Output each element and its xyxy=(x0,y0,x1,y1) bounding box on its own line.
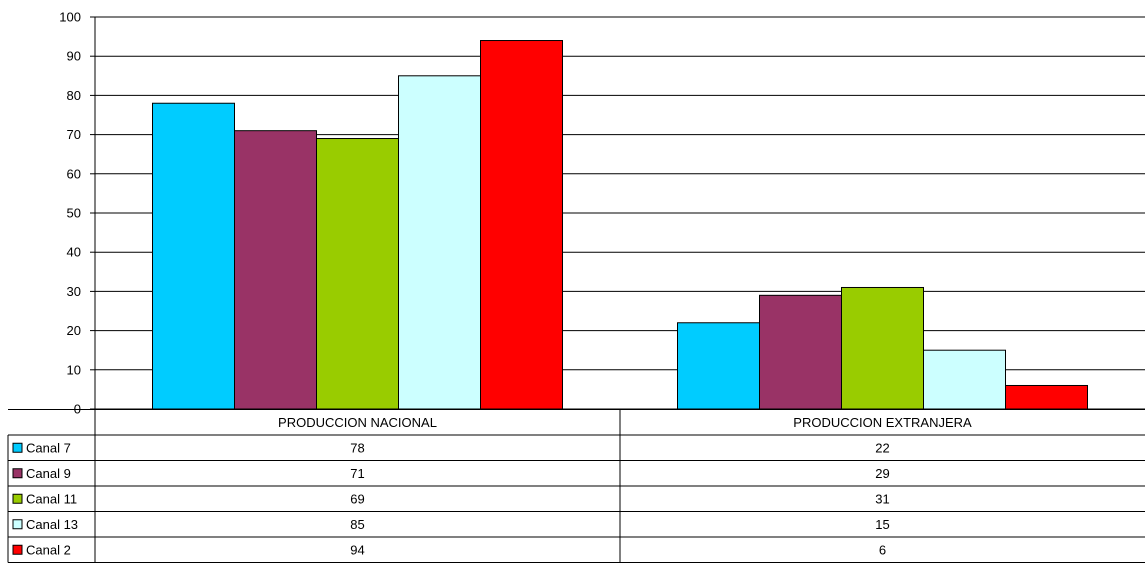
legend-label: Canal 13 xyxy=(26,517,78,532)
bar-canal-13 xyxy=(398,75,481,410)
y-tick-label: 50 xyxy=(67,206,81,221)
data-label: 78 xyxy=(350,440,364,455)
y-tick-label: 40 xyxy=(67,245,81,260)
legend-key-canal-11 xyxy=(12,493,23,504)
data-label: 15 xyxy=(875,517,889,532)
bar-canal-9 xyxy=(234,130,317,410)
bar-canal-7 xyxy=(677,322,760,410)
bar-canal-11 xyxy=(841,286,924,410)
legend-label: Canal 11 xyxy=(26,491,77,506)
data-label: 85 xyxy=(350,517,364,532)
y-tick-label: 70 xyxy=(67,127,81,142)
legend-label: Canal 7 xyxy=(26,440,71,455)
y-tick-label: 90 xyxy=(67,49,81,64)
legend-key-canal-2 xyxy=(12,544,23,555)
category-label: PRODUCCION EXTRANJERA xyxy=(793,415,972,430)
data-label: 29 xyxy=(875,466,889,481)
y-tick-label: 10 xyxy=(67,362,81,377)
bar-canal-13 xyxy=(923,349,1006,410)
bar-canal-2 xyxy=(480,40,563,410)
data-label: 6 xyxy=(879,542,886,557)
data-label: 31 xyxy=(875,491,889,506)
bar-canal-2 xyxy=(1005,384,1088,410)
data-label: 71 xyxy=(350,466,364,481)
legend-key-canal-9 xyxy=(12,468,23,479)
bar-canal-9 xyxy=(759,294,842,410)
category-label: PRODUCCION NACIONAL xyxy=(278,415,437,430)
y-tick-label: 60 xyxy=(67,166,81,181)
legend-key-canal-7 xyxy=(12,442,23,453)
y-tick-label: 100 xyxy=(59,10,81,25)
y-tick-label: 30 xyxy=(67,284,81,299)
y-tick-label: 80 xyxy=(67,88,81,103)
y-tick-label: 20 xyxy=(67,323,81,338)
legend-label: Canal 2 xyxy=(26,542,71,557)
bar-canal-11 xyxy=(316,138,399,410)
bar-canal-7 xyxy=(152,102,235,410)
data-label: 22 xyxy=(875,440,889,455)
legend-label: Canal 9 xyxy=(26,466,71,481)
data-label: 69 xyxy=(350,491,364,506)
data-label: 94 xyxy=(350,542,364,557)
legend-key-canal-13 xyxy=(12,519,23,530)
